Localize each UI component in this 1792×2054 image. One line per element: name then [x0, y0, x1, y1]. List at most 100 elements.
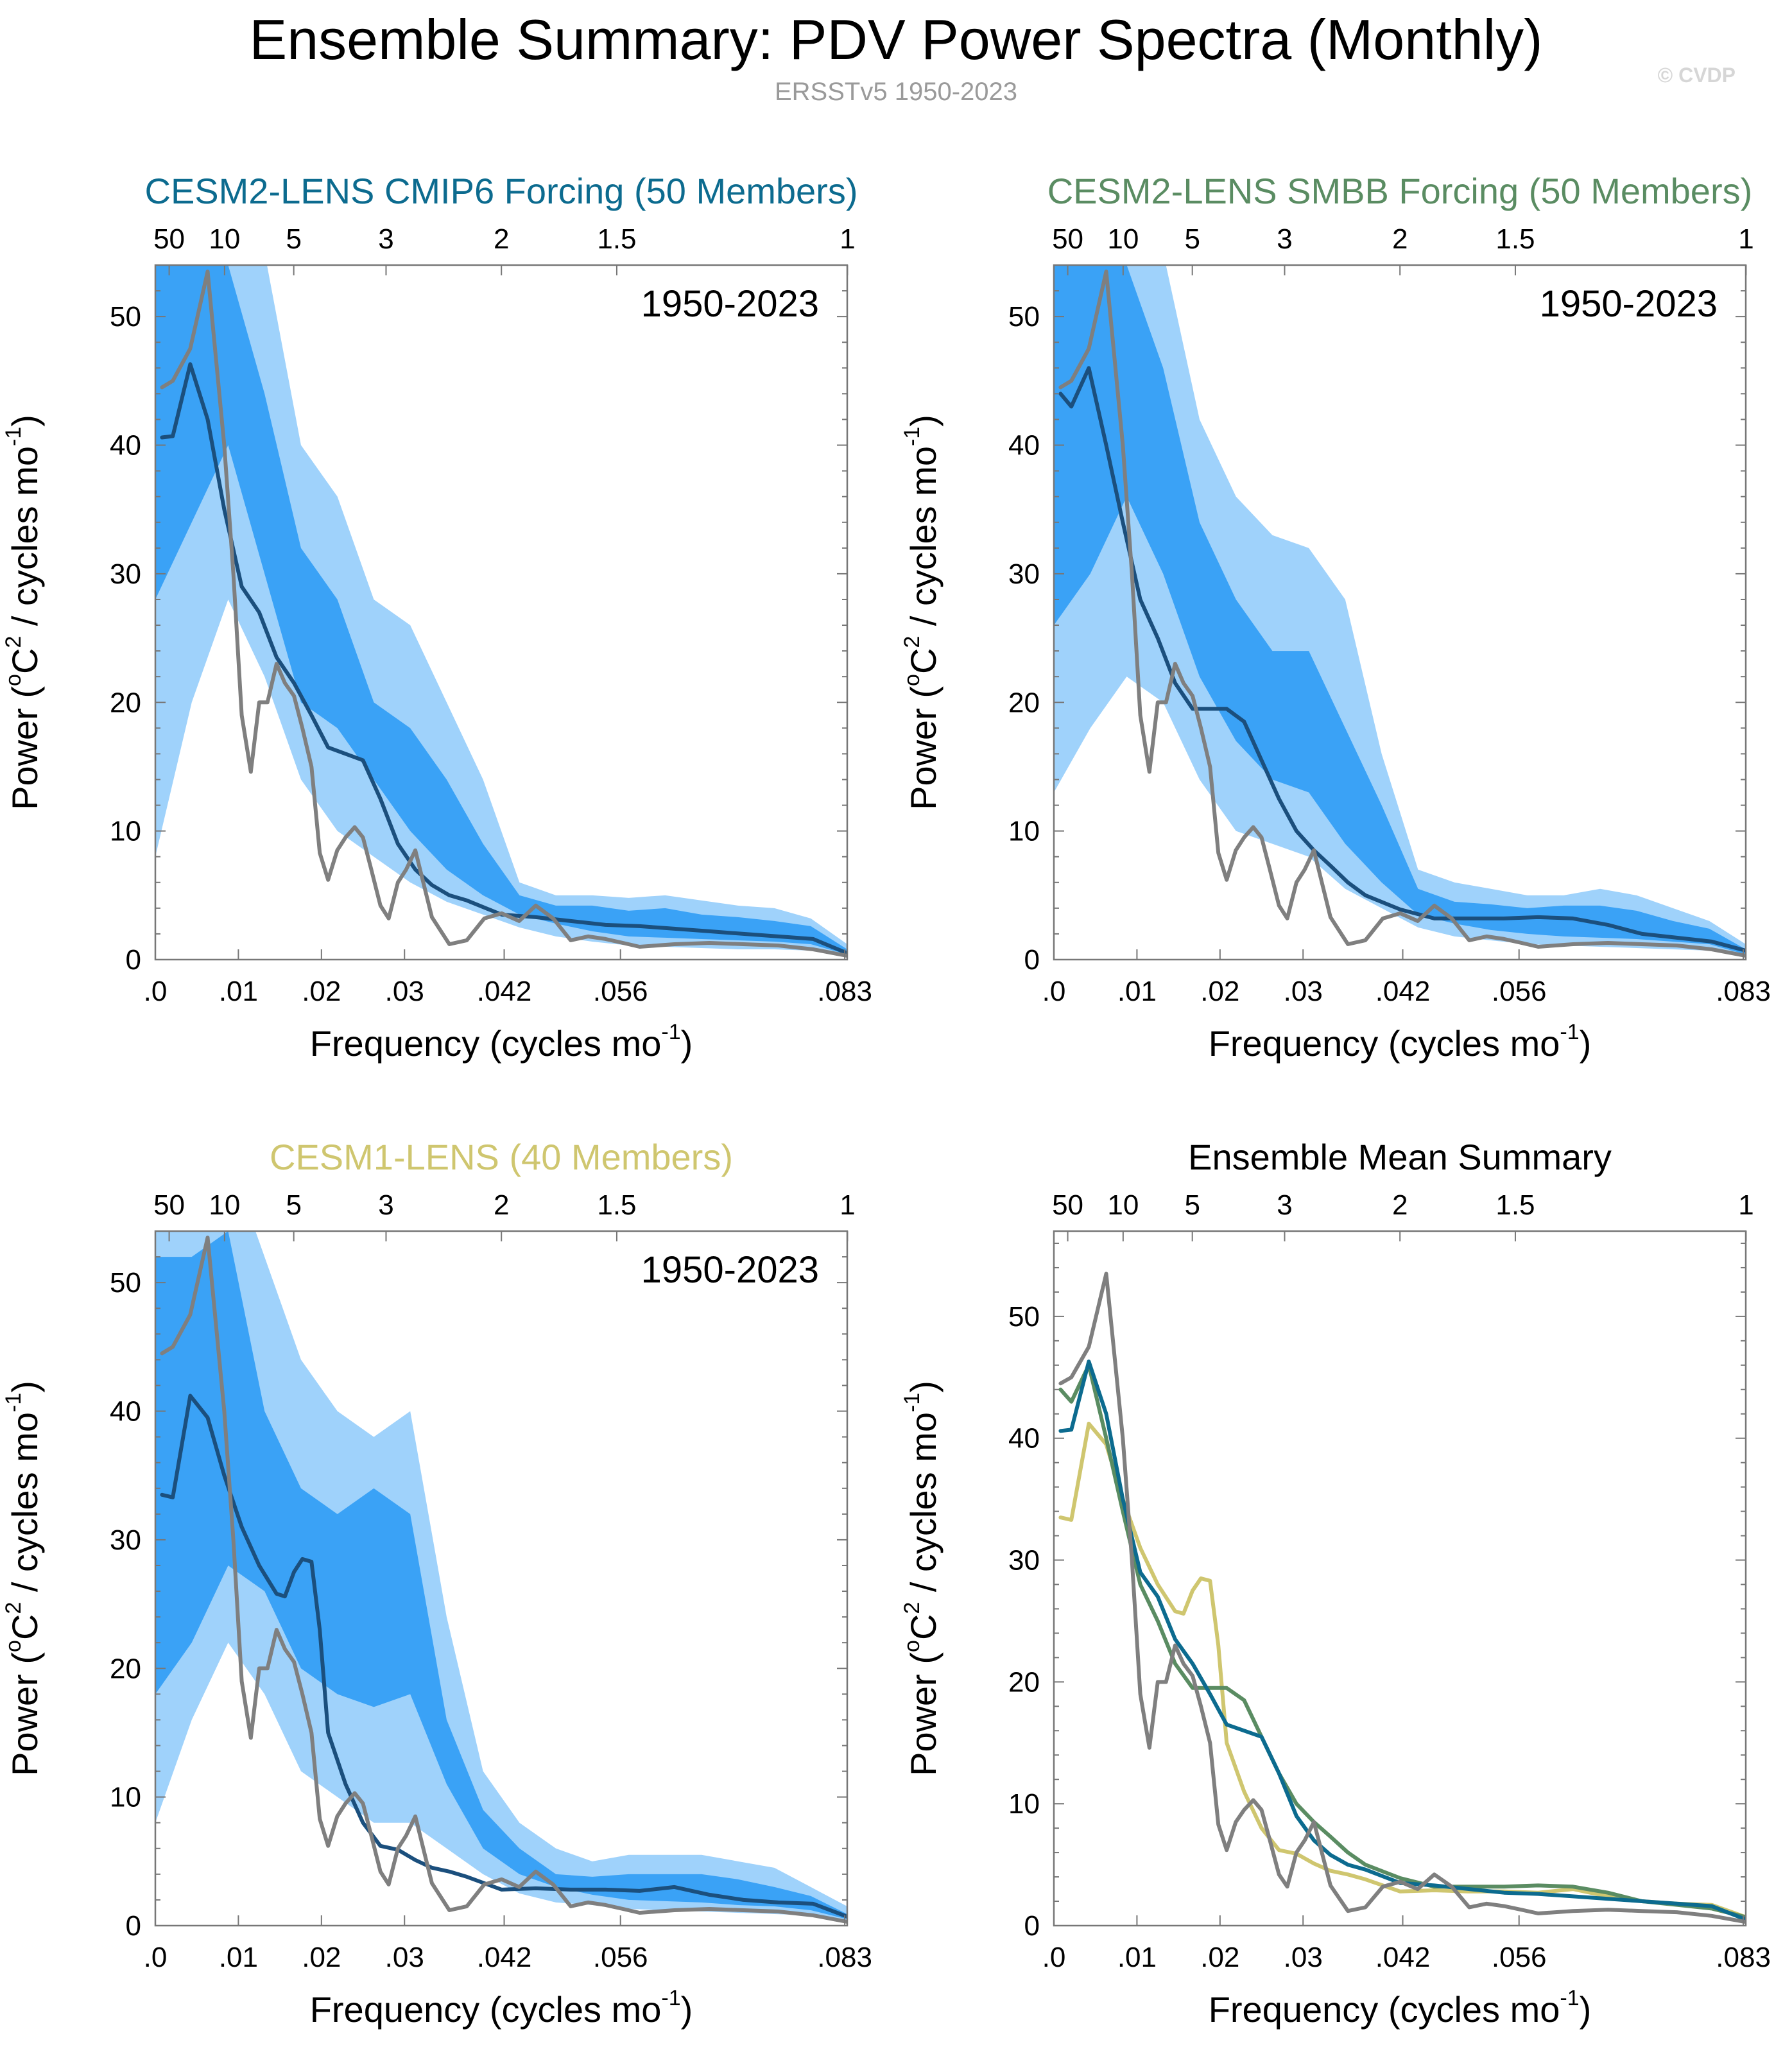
period-annotation: 1950-2023: [1540, 283, 1718, 325]
y-axis-label-part: ): [903, 1381, 943, 1393]
y-axis-label-part: ): [4, 1381, 45, 1393]
x-axis-label-superscript: -1: [1560, 1020, 1579, 1044]
top-tick-label: 1.5: [1495, 1189, 1535, 1221]
y-axis-label-part: / cycles mo: [4, 446, 45, 636]
top-tick-label: 50: [153, 223, 185, 255]
y-axis-label: Power (oC2 / cycles mo-1): [900, 1381, 943, 1776]
x-axis-label: Frequency (cycles mo-1): [310, 1020, 693, 1064]
top-tick-label: 5: [1184, 223, 1200, 255]
x-tick-label: .056: [1492, 976, 1547, 1007]
x-axis-label-close: ): [681, 1989, 693, 2030]
x-tick-label: .03: [385, 976, 424, 1007]
ensemble-mean-line: [1058, 366, 1746, 953]
top-tick-label: 3: [1277, 1189, 1292, 1221]
spread-band-inner: [1054, 265, 1746, 954]
y-tick-label: 0: [1024, 944, 1040, 976]
y-axis-label-part: C: [903, 648, 943, 674]
x-tick-label: .042: [1375, 1942, 1431, 1973]
top-tick-label: 1.5: [1495, 223, 1535, 255]
y-axis-label-part: Power (: [903, 686, 943, 810]
top-tick-label: 50: [1052, 1189, 1083, 1221]
panel-title: CESM2-LENS CMIP6 Forcing (50 Members): [145, 171, 858, 211]
x-tick-label: .01: [219, 976, 258, 1007]
page-subtitle: ERSSTv5 1950-2023: [775, 78, 1017, 106]
y-axis-label-part: 2: [900, 1602, 924, 1614]
top-tick-label: 1: [1738, 1189, 1753, 1221]
y-axis-label-part: C: [4, 1614, 45, 1640]
x-tick-label: .083: [1716, 1942, 1771, 1973]
x-tick-label: .02: [1200, 1942, 1239, 1973]
y-tick-label: 20: [1008, 1666, 1040, 1698]
y-tick-label: 30: [110, 1524, 141, 1556]
series-line-cmip6: [1058, 1359, 1746, 1922]
y-axis-label-part: 2: [1, 636, 26, 648]
plot-frame: [1053, 1230, 1747, 1927]
x-axis-label: Frequency (cycles mo-1): [1209, 1020, 1592, 1064]
x-tick-label: .056: [1492, 1942, 1547, 1973]
top-tick-label: 2: [494, 1189, 509, 1221]
y-axis-label-part: o: [1, 1640, 26, 1652]
top-tick-label: 1.5: [597, 223, 636, 255]
spread-band-outer: [1054, 265, 1746, 957]
x-tick-label: .03: [1284, 1942, 1323, 1973]
x-axis-label-close: ): [681, 1023, 693, 1064]
panel-3: 0 10 20 30 40 50 .0 .01 .02 .03 .042 .056 .083 50 10 5 3…: [1, 1137, 872, 2030]
y-tick-label: 40: [1008, 430, 1040, 462]
x-tick-label: .01: [1117, 1942, 1157, 1973]
plot-area: [1058, 1272, 1746, 1924]
period-annotation: 1950-2023: [641, 1249, 819, 1291]
top-tick-label: 1: [1738, 223, 1753, 255]
x-axis-label-superscript: -1: [661, 1986, 680, 2010]
x-tick-label: .02: [1200, 976, 1239, 1007]
x-axis-label-text: Frequency (cycles mo: [310, 1989, 662, 2030]
y-axis-label-part: o: [900, 1640, 924, 1652]
y-tick-label: 50: [110, 1267, 141, 1299]
top-tick-label: 50: [153, 1189, 185, 1221]
y-axis-label-part: -1: [1, 1393, 26, 1412]
x-tick-label: .01: [1117, 976, 1157, 1007]
top-tick-label: 5: [286, 1189, 301, 1221]
top-tick-label: 2: [1392, 223, 1408, 255]
y-tick-label: 10: [110, 1782, 141, 1813]
panel-title: CESM2-LENS SMBB Forcing (50 Members): [1047, 171, 1753, 211]
x-tick-label: .0: [144, 976, 168, 1007]
obs-line: [1058, 270, 1746, 958]
top-tick-label: 1: [840, 1189, 855, 1221]
x-tick-label: .02: [302, 976, 341, 1007]
y-tick-label: 30: [110, 558, 141, 590]
x-tick-label: .056: [593, 976, 648, 1007]
y-tick-label: 40: [110, 1396, 141, 1428]
ensemble-mean-line: [160, 1394, 847, 1919]
x-tick-label: .042: [1375, 976, 1431, 1007]
y-tick-label: 0: [126, 944, 141, 976]
page-title: Ensemble Summary: PDV Power Spectra (Mon…: [250, 8, 1543, 71]
y-tick-label: 20: [1008, 687, 1040, 718]
top-tick-label: 2: [1392, 1189, 1408, 1221]
x-tick-label: .083: [817, 1942, 872, 1973]
y-axis-label-part: ): [4, 415, 45, 427]
top-tick-label: 50: [1052, 223, 1083, 255]
copyright-label: © CVDP: [1658, 64, 1736, 87]
x-axis-label: Frequency (cycles mo-1): [310, 1986, 693, 2030]
x-axis-label-text: Frequency (cycles mo: [310, 1023, 662, 1064]
y-axis-label-part: Power (: [4, 1652, 45, 1776]
y-tick-label: 50: [1008, 301, 1040, 332]
y-tick-label: 0: [126, 1910, 141, 1942]
y-tick-label: 50: [110, 301, 141, 332]
y-axis-label-part: -1: [900, 1393, 924, 1412]
y-tick-label: 40: [1008, 1423, 1040, 1454]
top-tick-label: 10: [1107, 1189, 1139, 1221]
x-axis-label-superscript: -1: [661, 1020, 680, 1044]
x-tick-label: .083: [817, 976, 872, 1007]
y-axis-label-part: Power (: [903, 1652, 943, 1776]
period-annotation: 1950-2023: [641, 283, 819, 325]
obs-line: [1058, 1272, 1746, 1924]
top-tick-label: 5: [1184, 1189, 1200, 1221]
panel-2: 0 10 20 30 40 50 .0 .01 .02 .03 .042 .056 .083 50 10 5 3…: [900, 171, 1771, 1064]
x-tick-label: .0: [1042, 1942, 1066, 1973]
x-tick-label: .0: [1042, 976, 1066, 1007]
x-axis-label-close: ): [1580, 1023, 1592, 1064]
y-axis-label-part: o: [900, 674, 924, 686]
